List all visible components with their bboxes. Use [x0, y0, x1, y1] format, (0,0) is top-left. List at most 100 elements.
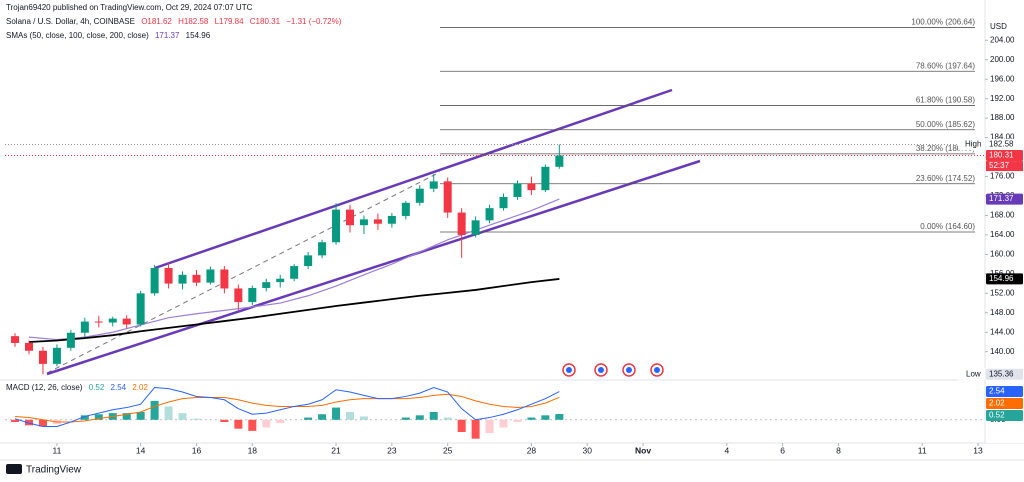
candle-body — [262, 282, 271, 288]
sma-tag: 154.96 — [989, 274, 1014, 283]
macd-value: 2.02 — [132, 383, 148, 392]
ohlc: C180.31 — [249, 17, 281, 26]
macd-histogram-bar — [345, 412, 354, 420]
low-tag-bg — [986, 368, 1023, 380]
macd-histogram-bar — [332, 407, 341, 420]
macd-label: MACD (12, 26, close) — [6, 383, 83, 392]
macd-value: 2.54 — [110, 383, 127, 392]
y-tick-label: 144.00 — [990, 327, 1015, 336]
candle-body — [499, 196, 508, 209]
macd-histogram-bar — [443, 417, 452, 420]
low-label-bg — [958, 368, 985, 381]
y-tick-label: 200.00 — [990, 55, 1015, 64]
fib-label: 23.60% (174.52) — [916, 174, 975, 183]
event-icon-dot — [654, 367, 660, 373]
publisher: Trojan69420 published on TradingView.com… — [6, 3, 253, 12]
symbol: Solana / U.S. Dollar, 4h, COINBASE — [6, 17, 135, 26]
high-label: High — [965, 140, 981, 149]
sma-tag: 171.37 — [989, 194, 1014, 203]
macd-histogram-bar — [485, 419, 494, 434]
brand-logo — [6, 464, 22, 474]
macd-value: 0.52 — [88, 383, 105, 392]
event-icon-dot — [566, 367, 572, 373]
dashed-trendline — [46, 171, 441, 374]
y-tick-label: 140.00 — [990, 347, 1015, 356]
y-tick-label: 192.00 — [990, 94, 1015, 103]
y-tick-label: 164.00 — [990, 230, 1015, 239]
y-tick-label: 204.00 — [990, 35, 1015, 44]
candle-body — [108, 318, 117, 323]
y-tick-label: 152.00 — [990, 288, 1015, 297]
candle-body — [541, 166, 550, 191]
candle-body — [164, 268, 173, 284]
sma-value: 154.96 — [185, 31, 211, 40]
macd-histogram-bar — [220, 419, 229, 422]
brand: TradingView — [26, 465, 82, 476]
last-price-tag: 180.31 — [989, 151, 1014, 160]
macd-histogram-bar — [38, 419, 47, 427]
candle-body — [401, 202, 410, 216]
macd-tag: 0.52 — [989, 411, 1005, 420]
candle-body — [332, 209, 341, 243]
y-tick-label: 168.00 — [990, 211, 1015, 220]
macd-histogram-bar — [555, 414, 564, 420]
macd-histogram-bar — [401, 417, 410, 420]
low-label: Low — [966, 369, 981, 378]
candle-body — [80, 321, 89, 333]
candle-body — [387, 215, 396, 224]
macd-histogram-bar — [178, 413, 187, 420]
candle-body — [136, 293, 145, 325]
candle-body — [66, 332, 75, 348]
event-icon-dot — [626, 367, 632, 373]
macd-histogram-bar — [192, 418, 201, 420]
currency: USD — [990, 22, 1007, 31]
candle-body — [122, 318, 131, 325]
macd-histogram-bar — [94, 414, 103, 420]
candle-body — [415, 188, 424, 203]
fib-label: 78.60% (197.64) — [916, 61, 975, 70]
candle-body — [555, 155, 564, 167]
candle-body — [457, 212, 466, 235]
candle-body — [94, 321, 103, 323]
low-tag: 135.36 — [989, 369, 1014, 378]
macd-line — [14, 387, 560, 427]
time-axis-bg — [0, 443, 1024, 460]
x-tick-label: 14 — [136, 445, 146, 455]
macd-histogram-bar — [276, 419, 285, 424]
macd-histogram-bar — [248, 419, 257, 431]
sma-value: 171.37 — [154, 31, 180, 40]
macd-tag-bg — [986, 386, 1023, 398]
macd-histogram-bar — [527, 417, 536, 420]
candle-body — [11, 336, 20, 343]
macd-histogram-bar — [541, 415, 550, 420]
channel-upper — [154, 88, 673, 270]
y-tick-label: 160.00 — [990, 250, 1015, 259]
fib-label: 50.00% (185.62) — [916, 120, 975, 129]
ohlc: L179.84 — [214, 17, 244, 26]
candle-body — [443, 181, 452, 213]
y-tick-label: 184.00 — [990, 133, 1015, 142]
x-tick-label: Nov — [635, 445, 651, 455]
y-tick-label: 196.00 — [990, 74, 1015, 83]
fib-label: 61.80% (190.58) — [916, 96, 975, 105]
candle-body — [429, 181, 438, 189]
macd-histogram-bar — [262, 419, 271, 428]
sma-legend: SMAs (50, close, 100, close, 200, close)… — [6, 31, 214, 40]
sma-line — [28, 278, 560, 343]
candle-body — [345, 209, 354, 226]
x-tick-label: 6 — [780, 445, 785, 455]
y-tick-label: 148.00 — [990, 308, 1015, 317]
x-tick-label: 8 — [836, 445, 841, 455]
candle-body — [373, 219, 382, 224]
high-label-bg — [958, 138, 985, 151]
candle-body — [318, 242, 327, 256]
candle-body — [192, 274, 201, 283]
macd-histogram-bar — [80, 415, 89, 420]
candle-body — [290, 266, 299, 279]
macd-histogram-bar — [457, 419, 466, 432]
candle-body — [513, 183, 522, 197]
fib-label: 100.00% (206.64) — [911, 18, 975, 27]
candle-body — [150, 268, 159, 294]
x-tick-label: 30 — [583, 445, 593, 455]
